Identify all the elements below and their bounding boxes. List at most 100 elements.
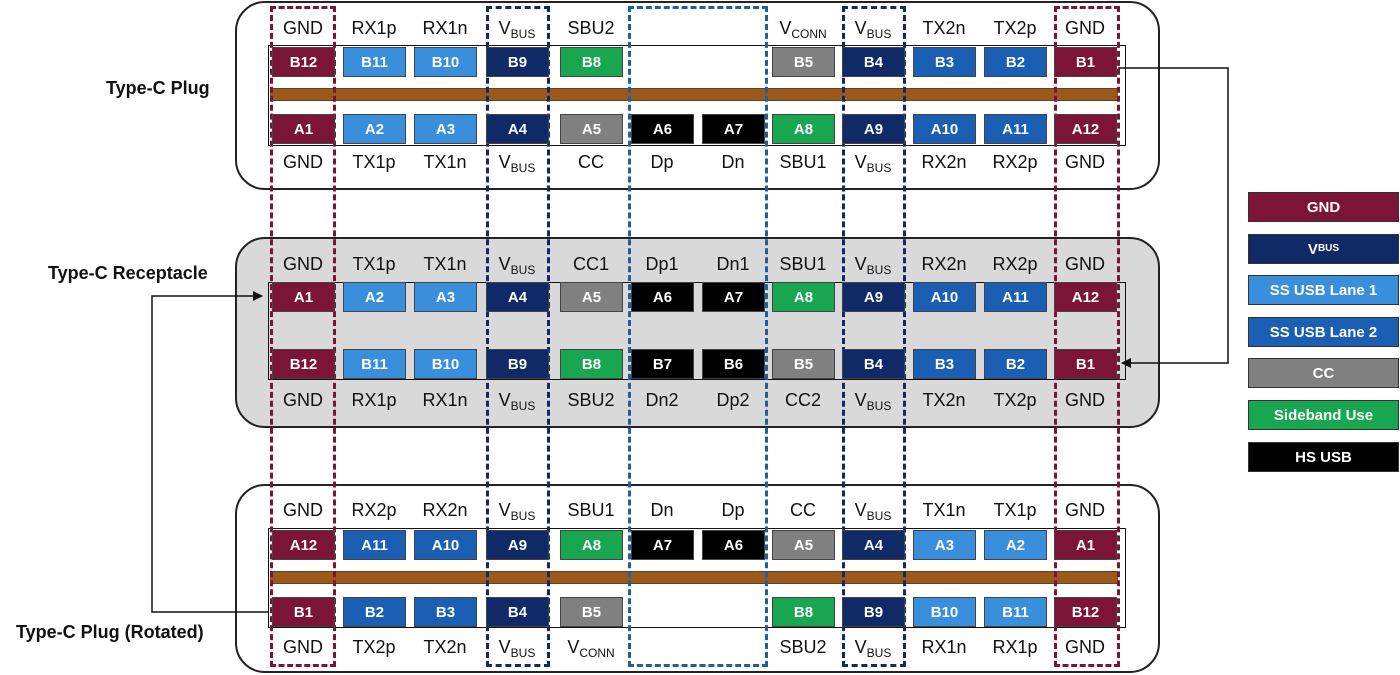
rotated-bottom-signals-label: VCONN <box>567 637 615 660</box>
pin-a12: A12 <box>1054 282 1117 312</box>
pin-a7: A7 <box>631 530 694 560</box>
pin-a10: A10 <box>414 530 477 560</box>
legend-vbus: V BUS <box>1248 234 1399 264</box>
rotated-top-signals-label: CC <box>790 500 816 520</box>
receptacle-top-signals-label: RX2p <box>992 254 1038 274</box>
pin-a5: A5 <box>560 282 623 312</box>
pin-b5: B5 <box>772 349 835 379</box>
pin-b11: B11 <box>343 349 406 379</box>
pin-a1: A1 <box>272 114 335 144</box>
plug-bottom-signals-label: Dp <box>650 152 674 172</box>
rotated-top-signals-label: TX1n <box>922 500 966 520</box>
plug-connector-outline <box>268 45 1126 146</box>
plug-bottom-signals-label: CC <box>578 152 604 172</box>
rotated-bottom-signals-label: SBU2 <box>779 637 827 657</box>
receptacle-top-signals-label: VBUS <box>498 254 536 277</box>
rotated-bottom-signals-label: GND <box>1065 637 1105 657</box>
pin-a12: A12 <box>272 530 335 560</box>
receptacle-top-signals-label: TX1n <box>423 254 467 274</box>
pin-b4: B4 <box>842 47 905 77</box>
rotated-connector-outline <box>268 528 1126 628</box>
rotated-top-signals-label: Dn <box>650 500 674 520</box>
rotated-bottom-signals-label: RX1n <box>921 637 967 657</box>
rotated-bottom-signals-label: VBUS <box>498 637 536 660</box>
pin-a3: A3 <box>414 282 477 312</box>
rotated-top-signals-label: SBU1 <box>567 500 615 520</box>
pin-a8: A8 <box>772 114 835 144</box>
pin-b12: B12 <box>272 349 335 379</box>
legend-hs: HS USB <box>1248 442 1399 472</box>
rotated-top-signals-label: RX2n <box>422 500 468 520</box>
pin-a4: A4 <box>486 282 549 312</box>
pin-b11: B11 <box>343 47 406 77</box>
pin-a12: A12 <box>1054 114 1117 144</box>
pin-a9: A9 <box>486 530 549 560</box>
legend-ss1: SS USB Lane 1 <box>1248 275 1399 305</box>
pin-b3: B3 <box>913 349 976 379</box>
receptacle-bottom-signals-label: GND <box>283 390 323 410</box>
receptacle-top-signals-label: Dn1 <box>716 254 750 274</box>
rotated-top-signals-label: TX1p <box>993 500 1037 520</box>
receptacle-connector-outline <box>268 282 1126 380</box>
pin-a3: A3 <box>913 530 976 560</box>
pin-a5: A5 <box>560 114 623 144</box>
pin-a8: A8 <box>560 530 623 560</box>
pin-a1: A1 <box>1054 530 1117 560</box>
vbus-right-dashed-group <box>842 6 906 667</box>
receptacle-top-signals-label: RX2n <box>921 254 967 274</box>
gnd-left-dashed-group <box>270 6 336 667</box>
pin-b3: B3 <box>913 47 976 77</box>
pin-b4: B4 <box>486 597 549 627</box>
receptacle-top-signals-label: Dp1 <box>645 254 679 274</box>
receptacle-bottom-signals-label: TX2n <box>922 390 966 410</box>
pin-a8: A8 <box>772 282 835 312</box>
plug-bottom-signals-label: Dn <box>721 152 745 172</box>
pin-b5: B5 <box>560 597 623 627</box>
receptacle-bottom-signals-label: Dp2 <box>716 390 750 410</box>
plug-top-signals-label: GND <box>1065 18 1105 38</box>
legend-cc: CC <box>1248 358 1399 388</box>
pin-b3: B3 <box>414 597 477 627</box>
rotated-bottom-signals-label: VBUS <box>854 637 892 660</box>
rotated-top-signals-label: RX2p <box>351 500 397 520</box>
receptacle-bottom-signals-label: VBUS <box>498 390 536 413</box>
rotated-top-signals-label: VBUS <box>498 500 536 523</box>
pin-b2: B2 <box>343 597 406 627</box>
pin-b7: B7 <box>631 349 694 379</box>
pin-a7: A7 <box>702 114 765 144</box>
pin-b10: B10 <box>414 349 477 379</box>
rotated-top-signals-label: GND <box>1065 500 1105 520</box>
pin-b6: B6 <box>702 349 765 379</box>
receptacle-top-signals-label: VBUS <box>854 254 892 277</box>
pin-b1: B1 <box>1054 47 1117 77</box>
pin-b4: B4 <box>842 349 905 379</box>
plug-bottom-signals-label: RX2n <box>921 152 967 172</box>
pin-a11: A11 <box>984 282 1047 312</box>
pin-a10: A10 <box>913 282 976 312</box>
legend-gnd: GND <box>1248 192 1399 222</box>
receptacle-top-signals-label: CC1 <box>572 254 609 274</box>
pin-b11: B11 <box>984 597 1047 627</box>
pin-b9: B9 <box>486 349 549 379</box>
pin-a7: A7 <box>702 282 765 312</box>
pin-b5: B5 <box>772 47 835 77</box>
receptacle-top-signals-label: TX1p <box>352 254 396 274</box>
pin-a4: A4 <box>842 530 905 560</box>
plug-bottom-signals-label: RX2p <box>992 152 1038 172</box>
plug-top-signals-label: VBUS <box>498 18 536 41</box>
pin-b12: B12 <box>272 47 335 77</box>
type-c-receptacle-label: Type-C Receptacle <box>48 263 208 283</box>
pin-a10: A10 <box>913 114 976 144</box>
rotated-top-signals-label: Dp <box>721 500 745 520</box>
rotated-bottom-signals-label: TX2n <box>423 637 467 657</box>
pin-b10: B10 <box>414 47 477 77</box>
pin-b9: B9 <box>486 47 549 77</box>
pin-a9: A9 <box>842 114 905 144</box>
plug-panel <box>235 1 1160 190</box>
pin-b9: B9 <box>842 597 905 627</box>
receptacle-top-signals-label: GND <box>283 254 323 274</box>
receptacle-panel <box>235 237 1160 428</box>
receptacle-bottom-signals-label: GND <box>1065 390 1105 410</box>
pin-a6: A6 <box>702 530 765 560</box>
pin-a6: A6 <box>631 114 694 144</box>
